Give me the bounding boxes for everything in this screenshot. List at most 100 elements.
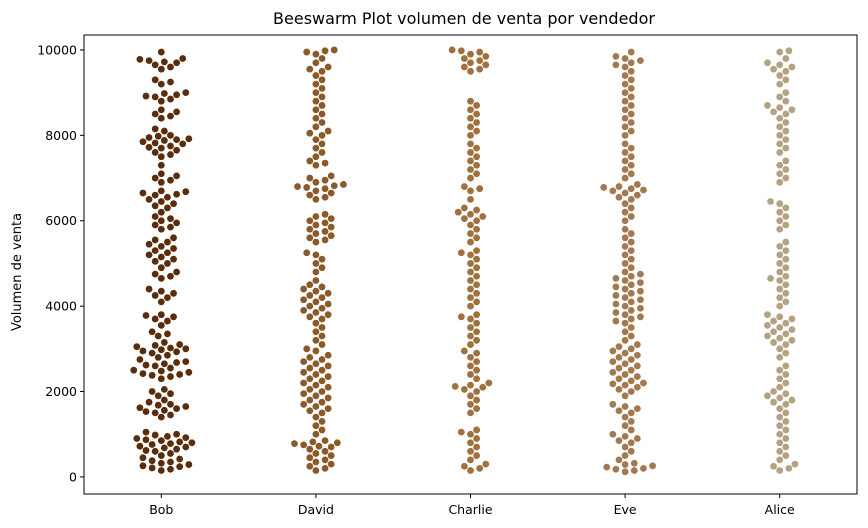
data-point <box>621 452 629 459</box>
data-point <box>312 336 320 344</box>
data-point <box>473 319 481 327</box>
data-point <box>782 166 790 173</box>
data-point <box>776 302 784 310</box>
data-point <box>467 294 474 301</box>
data-point <box>473 217 481 225</box>
data-point <box>782 136 790 144</box>
data-point <box>621 140 629 148</box>
data-point <box>145 57 153 65</box>
data-point <box>321 185 329 193</box>
data-point <box>318 131 326 139</box>
data-point <box>621 72 629 79</box>
data-point <box>612 300 620 308</box>
data-point <box>321 159 329 167</box>
data-point <box>151 139 159 147</box>
data-point <box>782 409 790 417</box>
data-point <box>467 362 474 370</box>
data-point <box>609 380 617 388</box>
data-point <box>157 97 165 105</box>
data-point <box>312 114 320 122</box>
data-point <box>485 379 493 387</box>
data-point <box>479 383 487 391</box>
data-point <box>764 392 771 400</box>
data-point <box>609 347 617 355</box>
data-point <box>136 404 144 412</box>
data-point <box>627 409 635 417</box>
data-point <box>473 349 481 357</box>
data-point <box>321 47 329 55</box>
data-point <box>467 187 474 195</box>
data-point <box>467 467 474 474</box>
data-point <box>306 445 314 453</box>
data-point <box>170 200 177 208</box>
data-point <box>318 255 326 263</box>
data-point <box>467 106 474 114</box>
data-point <box>782 144 790 152</box>
data-point <box>312 277 320 284</box>
data-point <box>167 344 174 352</box>
data-point <box>476 57 484 65</box>
data-point <box>776 334 784 342</box>
data-point <box>185 461 193 468</box>
data-point <box>318 356 326 363</box>
data-point <box>157 413 165 421</box>
data-point <box>142 428 150 436</box>
data-point <box>318 332 326 340</box>
data-point <box>324 127 332 135</box>
data-point <box>782 452 790 459</box>
data-point <box>612 52 620 60</box>
data-point <box>621 302 629 310</box>
data-point <box>770 317 777 325</box>
data-point <box>627 332 635 340</box>
data-point <box>312 287 320 295</box>
data-point <box>154 353 162 361</box>
data-point <box>621 432 629 440</box>
data-point <box>770 65 777 73</box>
data-point <box>473 328 481 336</box>
data-point <box>151 110 159 118</box>
data-point <box>776 313 784 321</box>
data-point <box>782 238 790 246</box>
data-point <box>324 383 332 391</box>
data-point <box>306 375 314 383</box>
data-point <box>776 277 784 284</box>
data-point <box>145 134 153 141</box>
data-point <box>321 437 329 445</box>
data-point <box>164 249 171 257</box>
data-point <box>179 55 187 62</box>
data-point <box>473 119 481 126</box>
data-point <box>294 183 301 190</box>
data-point <box>318 388 326 395</box>
data-point <box>637 279 644 287</box>
data-point <box>330 182 338 190</box>
data-point <box>782 289 790 297</box>
data-point <box>160 396 168 404</box>
data-point <box>176 463 184 471</box>
data-point <box>467 341 474 348</box>
data-point <box>612 283 620 291</box>
data-point <box>467 230 474 237</box>
data-point <box>467 332 474 340</box>
data-point <box>640 186 647 194</box>
data-point <box>612 309 620 316</box>
data-point <box>157 106 165 114</box>
data-point <box>136 356 144 363</box>
data-point <box>460 204 468 212</box>
data-point <box>782 55 790 62</box>
data-point <box>467 392 474 400</box>
data-point <box>460 55 468 62</box>
data-point <box>627 255 635 263</box>
data-point <box>151 149 159 156</box>
data-point <box>782 247 790 255</box>
data-point <box>621 234 629 242</box>
y-tick-label: 0 <box>69 469 77 484</box>
data-point <box>782 390 790 398</box>
data-point <box>776 72 784 79</box>
data-point <box>640 464 647 472</box>
data-point <box>782 76 790 84</box>
data-point <box>167 151 174 158</box>
data-point <box>312 260 320 267</box>
data-point <box>627 204 635 212</box>
data-point <box>151 191 159 199</box>
data-point <box>633 373 641 380</box>
